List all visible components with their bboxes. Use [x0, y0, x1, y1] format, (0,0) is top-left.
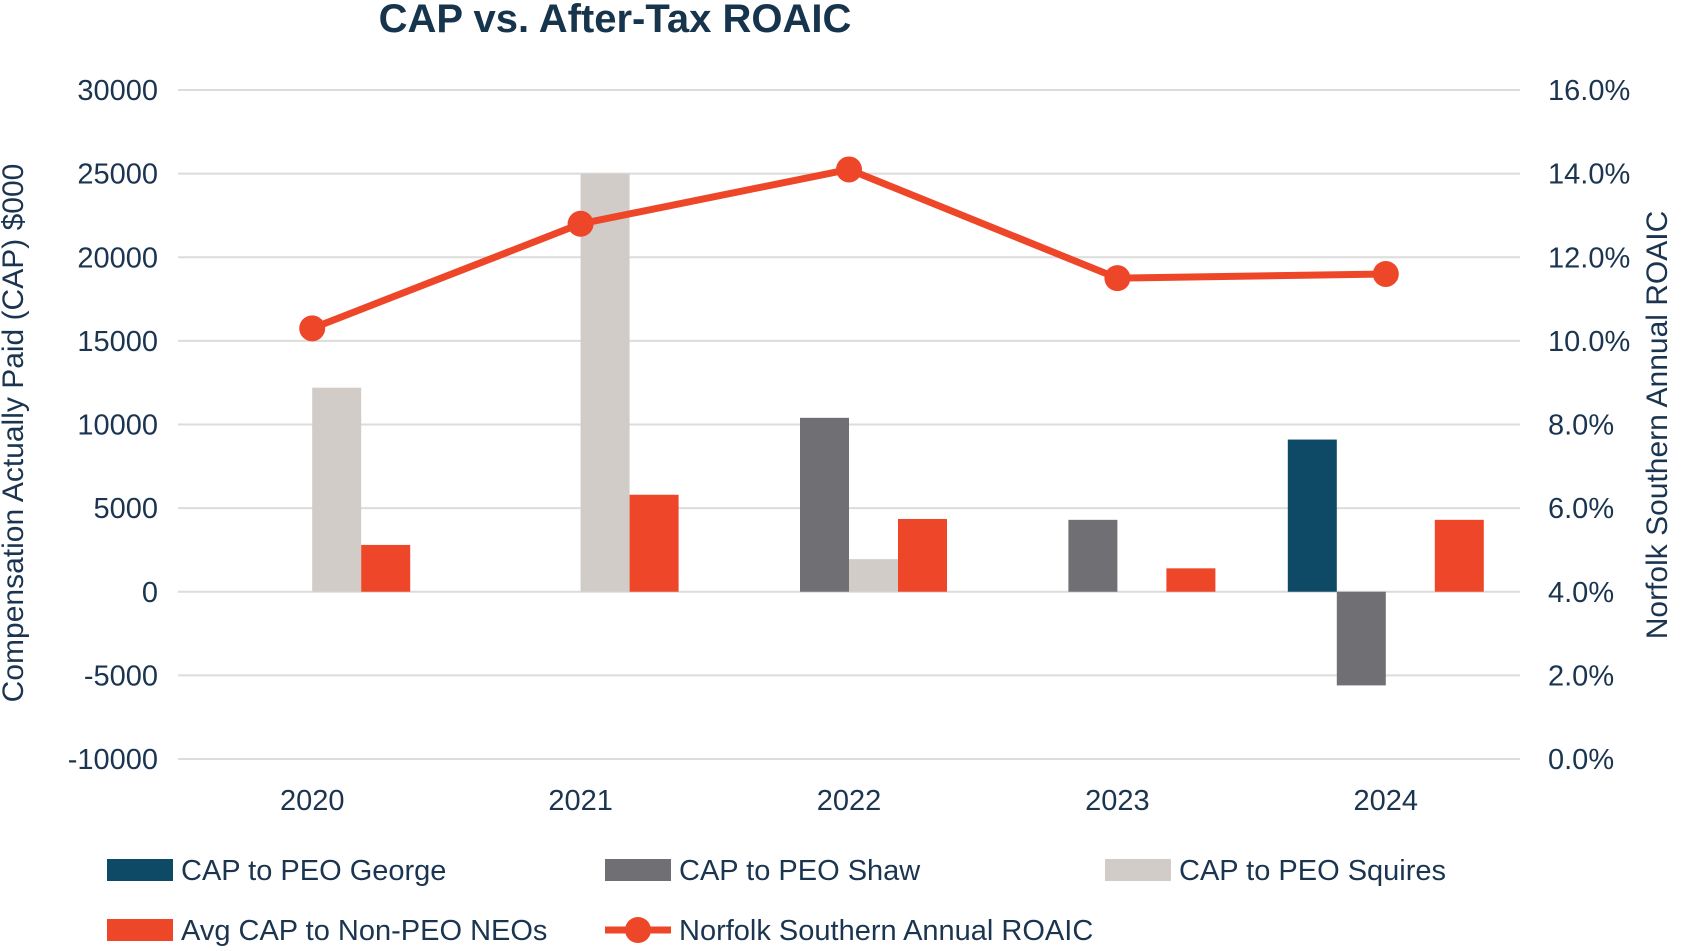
y-tick-label: 15000: [77, 326, 158, 358]
legend-swatch: [107, 919, 173, 941]
y-tick-label: 25000: [77, 159, 158, 191]
bar-avg-cap-to-non-peo-neos-2020: [361, 544, 411, 592]
legend-swatch: [605, 859, 671, 881]
roaic-point-2021: [567, 210, 594, 237]
legend-swatch: [1105, 859, 1171, 881]
y2-tick-label: 2.0%: [1548, 660, 1614, 692]
bar-cap-to-peo-george-2024: [1287, 439, 1337, 592]
bars: [312, 173, 1484, 686]
x-axis-ticks: 2020 2021 2022 2023 2024: [280, 785, 1418, 817]
y2-tick-label: 6.0%: [1548, 493, 1614, 525]
legend-swatch: [107, 859, 173, 881]
y2-tick-label: 14.0%: [1548, 159, 1630, 191]
y2-axis-label: Norfolk Southern Annual ROAIC: [1641, 211, 1674, 640]
y-axis-ticks: -10000 -5000 0 5000 10000 15000 20000 25000 3000…: [68, 75, 158, 776]
y-tick-label: 5000: [93, 493, 158, 525]
x-tick-label: 2024: [1354, 785, 1419, 817]
y-tick-label: 20000: [77, 242, 158, 274]
y2-axis-ticks: 0.0% 2.0% 4.0% 6.0% 8.0% 10.0% 12.0% 14.0% 16.0%: [1548, 75, 1630, 776]
y-tick-label: 0: [142, 577, 158, 609]
bar-cap-to-peo-squires-2022: [849, 559, 898, 592]
y2-tick-label: 12.0%: [1548, 242, 1630, 274]
y2-tick-label: 8.0%: [1548, 410, 1614, 442]
roaic-point-2024: [1372, 260, 1399, 287]
bar-avg-cap-to-non-peo-neos-2024: [1434, 519, 1484, 592]
bar-avg-cap-to-non-peo-neos-2022: [898, 518, 947, 592]
legend-label: Norfolk Southern Annual ROAIC: [679, 915, 1093, 947]
chart-title: CAP vs. After-Tax ROAIC: [379, 0, 852, 41]
bar-avg-cap-to-non-peo-neos-2023: [1166, 568, 1216, 592]
y-tick-label: 30000: [77, 75, 158, 107]
x-tick-label: 2023: [1085, 785, 1150, 817]
legend-label: CAP to PEO Squires: [1179, 855, 1446, 887]
bar-cap-to-peo-shaw-2023: [1068, 519, 1118, 592]
legend-swatch-marker: [625, 917, 651, 943]
roaic-line-series: [299, 156, 1399, 342]
legend-label: CAP to PEO George: [181, 855, 446, 887]
y-tick-label: -10000: [68, 744, 158, 776]
y2-tick-label: 0.0%: [1548, 744, 1614, 776]
y-tick-label: 10000: [77, 410, 158, 442]
bar-cap-to-peo-squires-2020: [312, 387, 362, 592]
y-tick-label: -5000: [84, 660, 158, 692]
x-tick-label: 2020: [280, 785, 345, 817]
bar-cap-to-peo-shaw-2022: [800, 417, 849, 592]
roaic-line: [308, 165, 1390, 332]
y2-tick-label: 4.0%: [1548, 577, 1614, 609]
legend: CAP to PEO George CAP to PEO Shaw CAP to P…: [107, 855, 1446, 947]
bar-avg-cap-to-non-peo-neos-2021: [629, 494, 679, 592]
legend-label: CAP to PEO Shaw: [679, 855, 921, 887]
y-axis-label: Compensation Actually Paid (CAP) $000: [0, 164, 30, 703]
roaic-point-2020: [299, 315, 326, 342]
y2-tick-label: 16.0%: [1548, 75, 1630, 107]
legend-label: Avg CAP to Non-PEO NEOs: [181, 915, 547, 947]
roaic-point-2022: [836, 156, 862, 183]
bar-cap-to-peo-squires-2021: [580, 173, 630, 592]
x-tick-label: 2021: [548, 785, 613, 817]
y2-tick-label: 10.0%: [1548, 326, 1630, 358]
x-tick-label: 2022: [817, 785, 882, 817]
roaic-point-2023: [1104, 265, 1131, 292]
bar-cap-to-peo-shaw-2024: [1336, 591, 1386, 686]
